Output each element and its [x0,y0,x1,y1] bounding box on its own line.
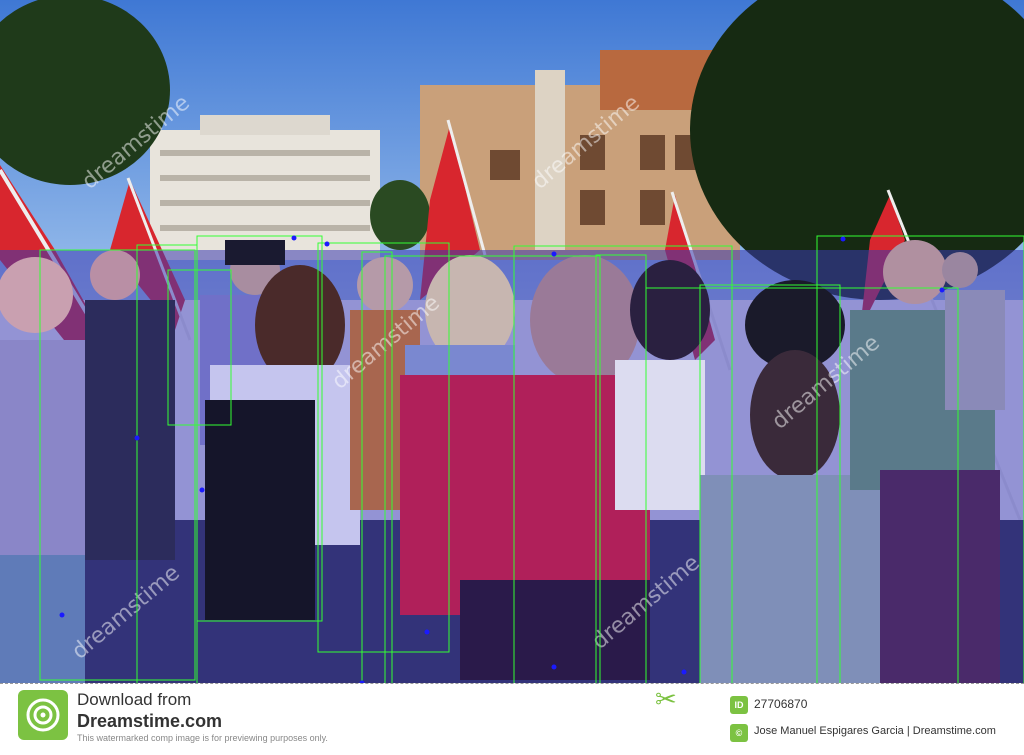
image-id: 27706870 [754,697,808,711]
preview-notice: This watermarked comp image is for previ… [77,733,328,743]
watermark-footer: Download from Dreamstime.com This waterm… [0,683,1024,755]
photo-scene: dreamstime dreamstime dreamstime dreamst… [0,0,1024,683]
tree-middle [370,180,430,250]
copyright-icon: © [730,724,748,742]
tree-left [0,0,170,185]
dreamstime-logo-icon [18,690,68,740]
scissors-icon: ✂ [655,684,677,714]
crowd-photo [0,0,1024,683]
tree-right [690,0,1024,300]
photo-credit: Jose Manuel Espigares Garcia | Dreamstim… [754,725,996,737]
white-building [150,115,380,260]
id-badge-icon: ID [730,696,748,714]
brand-name: Dreamstime.com [77,711,223,731]
download-from-text: Download from [77,690,192,709]
